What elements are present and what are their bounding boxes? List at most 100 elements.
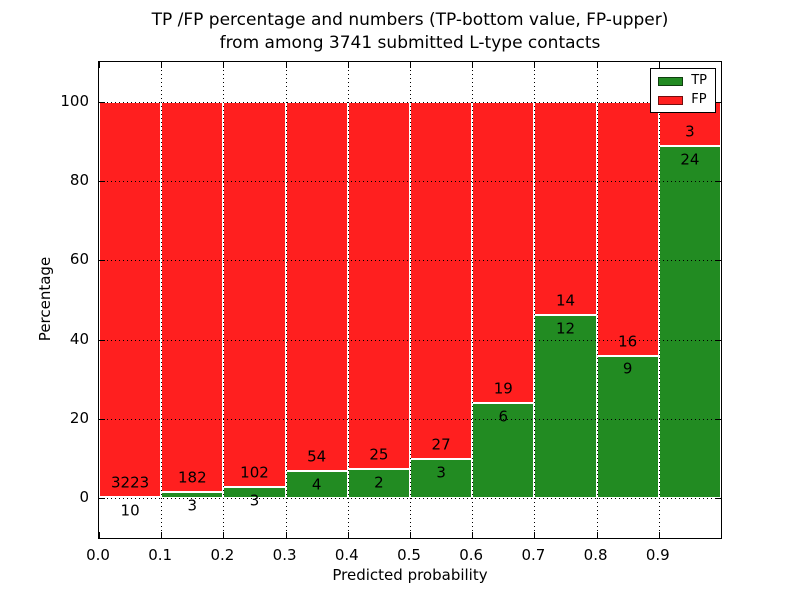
legend: TP FP xyxy=(650,68,716,113)
x-tick-label: 0.0 xyxy=(86,546,110,564)
bar-tp-segment xyxy=(410,458,473,499)
v-gridline xyxy=(472,62,474,538)
bar-fp-segment xyxy=(223,101,286,487)
y-tick-label: 40 xyxy=(69,329,89,348)
v-gridline xyxy=(161,62,163,538)
y-axis-tick xyxy=(99,498,105,500)
plot-area: 3223 10 182 3 102 3 54 4 25 2 27 3 19 6 14 12 16 9 3 24 TP F… xyxy=(98,61,722,539)
x-axis-tick xyxy=(161,532,163,538)
x-tick-label: 0.7 xyxy=(521,546,546,564)
x-axis-tick-top xyxy=(347,62,349,68)
bar-tp-segment xyxy=(534,315,597,499)
x-tick-label: 0.6 xyxy=(459,546,484,564)
v-gridline xyxy=(596,62,598,538)
tp-count-label: 6 xyxy=(498,407,509,426)
x-axis-tick xyxy=(223,532,225,538)
x-axis-tick-top xyxy=(223,62,225,68)
y-axis-tick xyxy=(99,181,105,182)
y-axis-tick-right xyxy=(715,260,721,262)
bar-tp-segment xyxy=(285,470,348,499)
bar-labels-layer: 3223 10 182 3 102 3 54 4 25 2 27 3 19 6 14 12 16 9 3 24 xyxy=(99,62,721,538)
x-tick-label: 0.9 xyxy=(645,546,670,564)
fp-count-label: 27 xyxy=(431,435,451,454)
bar-tp-segment xyxy=(472,403,535,499)
fp-legend-swatch xyxy=(658,95,684,105)
x-axis-tick xyxy=(534,532,536,538)
x-tick-label: 0.8 xyxy=(583,546,608,564)
y-axis-tick xyxy=(99,419,105,420)
x-axis-tick xyxy=(472,532,474,538)
fp-count-label: 3223 xyxy=(111,473,150,492)
x-tick-label: 0.2 xyxy=(210,546,235,564)
tp-count-label: 3 xyxy=(436,463,446,482)
x-tick-label: 0.5 xyxy=(397,546,421,564)
tp-count-label: 4 xyxy=(311,475,322,494)
bar-fp-segment xyxy=(410,101,473,459)
y-axis-tick-right xyxy=(715,339,721,341)
y-tick-label: 60 xyxy=(69,250,89,269)
x-axis-label: Predicted probability xyxy=(332,566,488,584)
bar-tp-segment xyxy=(347,468,410,499)
y-axis-tick-right xyxy=(715,181,721,182)
x-tick-label: 0.1 xyxy=(148,546,173,564)
v-gridline xyxy=(658,62,660,538)
bar-fp-segment xyxy=(534,101,597,316)
y-tick-label: 0 xyxy=(79,488,89,507)
x-axis-tick xyxy=(347,532,349,538)
fp-count-label: 19 xyxy=(493,379,513,398)
chart-title-line2: from among 3741 submitted L-type contact… xyxy=(219,33,601,53)
fp-count-label: 102 xyxy=(240,463,269,482)
x-tick-label: 0.3 xyxy=(272,546,297,564)
x-axis-tick-top xyxy=(410,62,411,68)
x-tick-label: 0.4 xyxy=(334,546,359,564)
chart-title: TP /FP percentage and numbers (TP-bottom… xyxy=(98,9,722,55)
bars-layer xyxy=(99,62,721,538)
y-tick-label: 80 xyxy=(69,171,89,189)
x-axis-tick-top xyxy=(99,62,100,68)
v-gridline xyxy=(410,62,411,538)
tp-count-label: 3 xyxy=(187,496,198,515)
x-axis-tick-top xyxy=(285,62,287,68)
y-axis-tick xyxy=(99,339,105,341)
y-axis-tick xyxy=(99,101,105,103)
legend-row: TP xyxy=(658,74,707,88)
x-axis-tick-top xyxy=(161,62,163,68)
tp-legend-swatch xyxy=(658,76,684,86)
y-axis-tick-right xyxy=(715,101,721,103)
legend-label: TP xyxy=(691,73,707,88)
x-axis-tick xyxy=(658,532,660,538)
bar-tp-segment xyxy=(596,355,659,499)
y-axis-label: Percentage xyxy=(36,256,54,342)
v-gridline xyxy=(534,62,536,538)
bar-fp-segment xyxy=(99,101,162,498)
ticks-layer xyxy=(99,62,721,538)
fp-count-label: 182 xyxy=(177,468,207,487)
x-axis-tick xyxy=(99,532,100,538)
tp-count-label: 9 xyxy=(622,359,633,378)
bar-tp-segment xyxy=(658,145,721,499)
v-gridline xyxy=(347,62,349,538)
bar-fp-segment xyxy=(472,101,535,404)
tp-count-label: 3 xyxy=(249,491,260,510)
y-axis-tick-right xyxy=(715,498,721,500)
legend-row: FP xyxy=(658,93,707,107)
legend-label: FP xyxy=(691,92,707,107)
x-axis-tick-top xyxy=(596,62,598,68)
bar-fp-segment xyxy=(347,101,410,469)
y-tick-label: 20 xyxy=(69,409,89,427)
chart-title-line1: TP /FP percentage and numbers (TP-bottom… xyxy=(151,10,669,30)
fp-count-label: 14 xyxy=(555,291,576,310)
fp-count-label: 25 xyxy=(369,445,389,464)
fp-count-label: 54 xyxy=(307,447,327,466)
fp-count-label: 3 xyxy=(685,122,695,141)
tp-count-label: 12 xyxy=(555,319,576,338)
bar-fp-segment xyxy=(285,101,348,471)
v-gridline xyxy=(285,62,287,538)
y-axis-tick-right xyxy=(715,419,721,420)
grid-layer xyxy=(99,62,721,538)
x-axis-tick xyxy=(285,532,287,538)
bar-fp-segment xyxy=(596,101,659,356)
x-axis-tick xyxy=(596,532,598,538)
x-axis-tick-top xyxy=(658,62,660,68)
bar-fp-segment xyxy=(161,101,224,492)
